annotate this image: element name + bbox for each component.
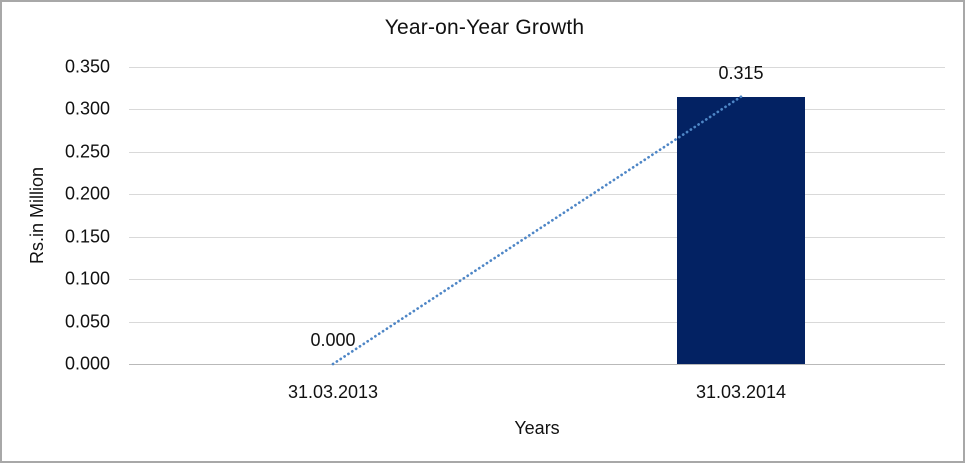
category-label: 31.03.2013 [287, 382, 379, 402]
gridline [129, 279, 945, 281]
plot-area: 0.000 0.050 0.100 0.150 0.200 0.250 0.300 0.350… [65, 57, 945, 402]
category-label: 31.03.2014 [695, 382, 787, 402]
gridline [129, 67, 945, 68]
gridline [129, 236, 945, 238]
y-tick-label: 0.150 [64, 226, 110, 247]
y-tick-label: 0.100 [64, 268, 110, 289]
y-tick-label: 0.200 [64, 183, 110, 204]
x-axis-line [129, 364, 945, 365]
trendline [331, 95, 743, 366]
data-label: 0.000 [310, 330, 356, 350]
gridline [129, 151, 945, 153]
y-tick-label: 0.350 [64, 56, 110, 77]
y-tick-label: 0.000 [64, 353, 110, 374]
x-axis-title: Years [514, 418, 560, 438]
y-axis-title-text: Rs.in Million [27, 166, 48, 265]
y-tick-label: 0.050 [64, 311, 110, 332]
gridline [129, 321, 945, 323]
chart-title: Year-on-Year Growth [384, 16, 585, 39]
data-label: 0.315 [718, 62, 764, 83]
y-tick-label: 0.250 [64, 141, 110, 162]
gridline [129, 194, 945, 196]
bar-31.03.2014 [677, 96, 805, 364]
y-tick-label: 0.300 [64, 98, 110, 119]
gridline [129, 109, 945, 111]
